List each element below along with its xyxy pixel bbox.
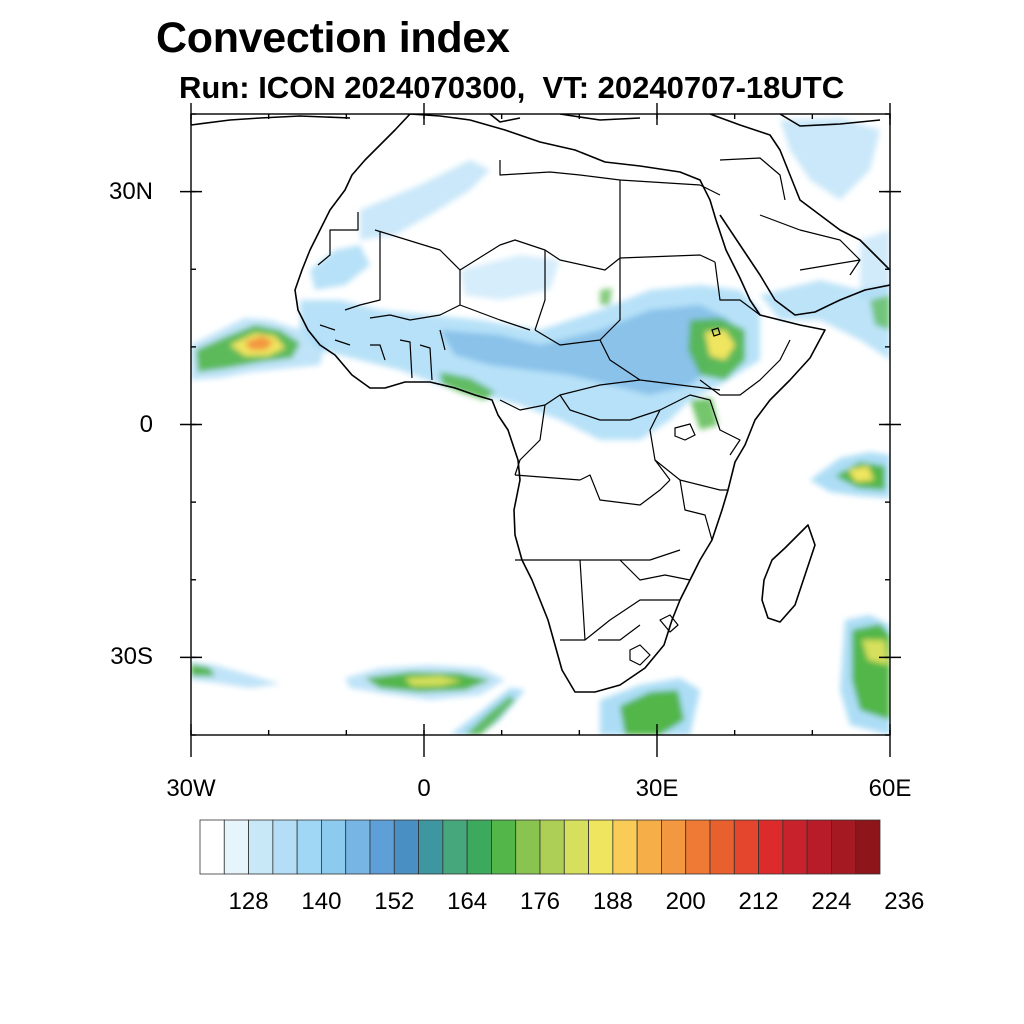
shade-green-arabian-sea <box>870 295 890 330</box>
colorbar-swatch <box>782 819 808 875</box>
colorbar-label: 176 <box>519 888 561 915</box>
colorbar-swatch <box>636 819 662 875</box>
colorbar-swatch <box>418 819 444 875</box>
coastline-africa <box>294 114 826 693</box>
borders-north-africa <box>317 160 701 331</box>
colorbar-swatch <box>296 819 322 875</box>
country-borders <box>317 157 861 666</box>
coastline-mediterranean-north <box>191 114 881 127</box>
shade-green-south-atlantic-streak <box>465 696 515 735</box>
colorbar-swatch <box>442 819 468 875</box>
shade-light-south-atlantic-west <box>191 662 280 688</box>
colorbar-swatch <box>758 819 784 875</box>
shade-yellow-ethiopia <box>705 330 735 360</box>
lon-tick-label: 30E <box>635 775 679 802</box>
colorbar-label: 200 <box>665 888 706 915</box>
colorbar-label: 212 <box>738 888 779 915</box>
shade-yellow-indian-ocean <box>848 466 874 482</box>
colorbar-swatch <box>321 819 347 875</box>
shade-green-gulf-guinea <box>440 372 495 400</box>
colorbar-label: 188 <box>592 888 633 915</box>
colorbar-swatch <box>661 819 687 875</box>
colorbar-swatch <box>466 819 492 875</box>
shade-light-arabia-north <box>780 118 880 200</box>
shade-light-sahara-west <box>360 160 490 240</box>
colorbar-label: 128 <box>228 888 269 915</box>
colorbar-label: 236 <box>884 888 925 915</box>
shade-green-south-atlantic-west <box>191 664 215 676</box>
convection-shading <box>191 118 890 735</box>
chart-title: Convection index <box>156 14 510 62</box>
colorbar-swatch <box>515 819 541 875</box>
colorbar-swatch <box>199 819 225 875</box>
colorbar-swatch <box>345 819 371 875</box>
colorbar-swatch <box>806 819 832 875</box>
shade-green-chad <box>600 288 612 305</box>
lon-tick-label: 60E <box>868 775 912 802</box>
map-frame <box>190 113 891 736</box>
colorbar-swatch <box>855 819 881 875</box>
borders-central-africa <box>499 379 711 506</box>
lat-tick-label: 0 <box>139 410 153 438</box>
colorbar-swatch <box>685 819 711 875</box>
colorbar-label: 140 <box>301 888 342 915</box>
borders-sahel <box>344 232 761 391</box>
colorbar-swatch <box>612 819 638 875</box>
lake-tana <box>711 327 721 337</box>
coastline-arabia <box>709 114 890 316</box>
colorbar-label: 152 <box>374 888 415 915</box>
coastlines <box>191 114 890 693</box>
borders-west-africa-coast <box>319 324 446 381</box>
colorbar <box>199 819 881 875</box>
colorbar-swatch <box>223 819 249 875</box>
colorbar-swatch <box>272 819 298 875</box>
colorbar-swatch <box>563 819 589 875</box>
shade-mid-sahel <box>440 305 730 395</box>
shade-light-arabia-south <box>760 280 890 360</box>
colorbar-swatch <box>491 819 517 875</box>
colorbar-swatch <box>831 819 857 875</box>
colorbar-swatch <box>393 819 419 875</box>
lat-tick-label: 30S <box>110 643 153 671</box>
borders-southern-africa <box>515 549 691 666</box>
coastline-madagascar <box>761 524 816 623</box>
borders-east-africa <box>654 339 791 541</box>
shade-yellow-mozambique-channel-south <box>862 640 888 665</box>
axis-ticks <box>180 103 901 757</box>
shade-green-south-africa-southeast <box>620 690 684 735</box>
colorbar-label: 164 <box>447 888 488 915</box>
lat-tick-label: 30N <box>108 177 153 205</box>
colorbar-swatch <box>369 819 395 875</box>
shade-orange-atlantic-itcz <box>245 336 274 350</box>
shade-green-lake-victoria <box>690 398 718 430</box>
lon-tick-label: 0 <box>417 775 431 802</box>
lon-tick-label: 30W <box>166 775 216 802</box>
shade-light-sahara-central <box>460 255 560 300</box>
colorbar-swatch <box>248 819 274 875</box>
lakes <box>674 327 721 441</box>
colorbar-swatch <box>588 819 614 875</box>
colorbar-swatch <box>539 819 565 875</box>
colorbar-swatch <box>733 819 759 875</box>
colorbar-label: 224 <box>811 888 852 915</box>
colorbar-swatch <box>709 819 735 875</box>
borders-middle-east <box>699 157 861 276</box>
lake-victoria <box>674 423 696 441</box>
chart-subtitle: Run: ICON 2024070300, VT: 20240707-18UTC <box>179 70 845 105</box>
shade-light-mauritania <box>310 245 370 290</box>
shade-yellow-south-atlantic <box>405 676 462 686</box>
